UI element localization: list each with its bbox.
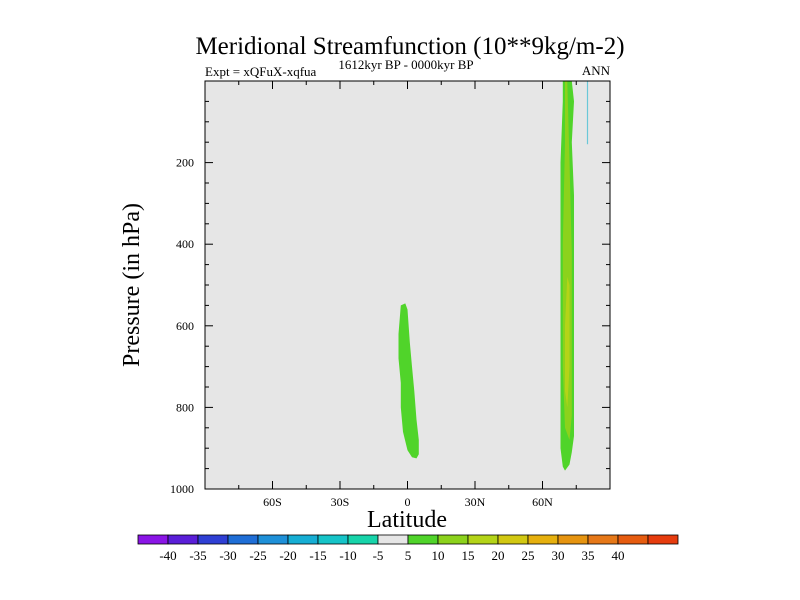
- colorbar-swatch: [497, 534, 529, 545]
- y-tick-label: 600: [176, 319, 194, 333]
- x-tick-label: 30S: [331, 495, 350, 509]
- experiment-label: Expt = xQFuX-xqfua: [205, 64, 317, 79]
- y-tick-label: 1000: [170, 482, 194, 496]
- colorbar-swatch: [257, 534, 289, 545]
- colorbar-label: -30: [219, 548, 236, 563]
- season-label: ANN: [582, 63, 611, 78]
- colorbar-label: 30: [552, 548, 565, 563]
- colorbar-swatch: [557, 534, 589, 545]
- colorbar-swatch: [527, 534, 559, 545]
- colorbar-label: 5: [405, 548, 412, 563]
- colorbar-label: 15: [462, 548, 475, 563]
- colorbar-swatch: [467, 534, 499, 545]
- colorbar: -40 -35 -30 -25 -20 -15 -10 -5 5 10 15 20 25 30 35 40: [137, 534, 679, 563]
- northern-cell-center-region: [565, 276, 570, 408]
- colorbar-swatch: [317, 534, 349, 545]
- chart-title: Meridional Streamfunction (10**9kg/m-2): [195, 33, 624, 60]
- y-tick-label: 400: [176, 237, 194, 251]
- x-tick-label: 0: [405, 495, 411, 509]
- colorbar-swatch: [587, 534, 619, 545]
- colorbar-swatch: [287, 534, 319, 545]
- colorbar-label: -40: [159, 548, 176, 563]
- y-tick-label: 800: [176, 400, 194, 414]
- x-tick-label: 30N: [465, 495, 486, 509]
- colorbar-label: -15: [309, 548, 326, 563]
- y-tick-label: 200: [176, 156, 194, 170]
- x-axis-label: Latitude: [367, 507, 447, 533]
- x-axis-ticks: 60S 30S 0 30N 60N: [204, 81, 611, 509]
- colorbar-label: 20: [492, 548, 505, 563]
- colorbar-label: 40: [612, 548, 625, 563]
- colorbar-label: -10: [339, 548, 356, 563]
- colorbar-label: 35: [582, 548, 595, 563]
- colorbar-swatch: [137, 534, 169, 545]
- x-tick-label: 60N: [532, 495, 553, 509]
- colorbar-label: 10: [432, 548, 445, 563]
- colorbar-swatch: [227, 534, 259, 545]
- period-label: 1612kyr BP - 0000kyr BP: [338, 57, 473, 72]
- x-tick-label: 60S: [263, 495, 282, 509]
- colorbar-label: -25: [249, 548, 266, 563]
- colorbar-swatch: [647, 534, 679, 545]
- colorbar-label: -20: [279, 548, 296, 563]
- colorbar-swatch: [617, 534, 649, 545]
- colorbar-swatch: [377, 534, 409, 545]
- colorbar-swatch: [407, 534, 439, 545]
- colorbar-swatch: [197, 534, 229, 545]
- colorbar-swatch: [437, 534, 469, 545]
- contour-regions: [398, 81, 574, 471]
- colorbar-label: -35: [189, 548, 206, 563]
- colorbar-label: -5: [373, 548, 384, 563]
- colorbar-label: 25: [522, 548, 535, 563]
- y-axis-ticks: 200 400 600 800 1000: [170, 80, 610, 496]
- y-axis-label: Pressure (in hPa): [119, 203, 145, 367]
- colorbar-swatch: [347, 534, 379, 545]
- equatorial-cell-region: [398, 303, 419, 459]
- colorbar-swatch: [167, 534, 199, 545]
